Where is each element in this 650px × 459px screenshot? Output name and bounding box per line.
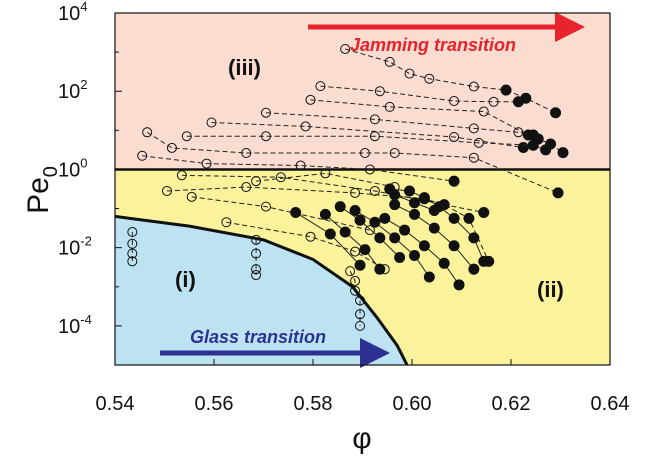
- data-point-filled: [335, 202, 345, 212]
- y-tick-label: 10-2: [58, 234, 92, 260]
- data-point-filled: [380, 213, 390, 223]
- region-iii-label: (iii): [228, 55, 261, 80]
- data-point-filled: [479, 256, 489, 266]
- x-tick-label: 0.56: [195, 393, 234, 415]
- x-tick-label: 0.58: [294, 393, 333, 415]
- x-tick-label: 0.54: [96, 393, 135, 415]
- x-axis: 0.54 0.56 0.58 0.60 0.62 0.64: [96, 359, 630, 415]
- data-point-filled: [558, 148, 568, 158]
- x-tick-label: 0.60: [393, 393, 432, 415]
- y-tick-label: 102: [58, 77, 87, 103]
- jamming-transition-label: Jamming transition: [350, 35, 516, 55]
- data-point-filled: [409, 198, 419, 208]
- y-tick-label: 100: [58, 155, 87, 181]
- glass-transition-label: Glass transition: [190, 327, 326, 347]
- data-point-filled: [419, 241, 429, 251]
- y-axis-title: Pe0: [22, 166, 62, 214]
- y-tick-label: 10-4: [58, 312, 92, 338]
- data-point-filled: [395, 252, 405, 262]
- data-point-filled: [528, 140, 538, 150]
- x-tick-label: 0.62: [492, 393, 531, 415]
- data-point-filled: [469, 233, 479, 243]
- data-point-filled: [375, 264, 385, 274]
- data-point-filled: [449, 176, 459, 186]
- data-point-filled: [551, 108, 561, 118]
- data-point-filled: [429, 206, 439, 216]
- data-point-filled: [513, 97, 523, 107]
- data-point-filled: [291, 207, 301, 217]
- data-point-filled: [390, 200, 400, 210]
- data-point-filled: [439, 258, 449, 268]
- y-axis: 104 102 100 10-2 10-4: [58, 0, 122, 365]
- data-point-filled: [390, 233, 400, 243]
- data-point-filled: [518, 143, 528, 153]
- data-point-filled: [419, 193, 429, 203]
- data-point-filled: [541, 145, 551, 155]
- data-point-filled: [400, 225, 410, 235]
- data-point-filled: [449, 241, 459, 251]
- data-point-filled: [375, 233, 385, 243]
- data-point-filled: [553, 188, 563, 198]
- data-point-filled: [454, 280, 464, 290]
- x-axis-title: φ: [352, 422, 371, 455]
- data-point-filled: [429, 223, 439, 233]
- data-point-filled: [501, 85, 511, 95]
- x-tick-label: 0.64: [591, 393, 630, 415]
- data-point-filled: [325, 229, 335, 239]
- data-point-filled: [340, 227, 350, 237]
- data-point-filled: [355, 260, 365, 270]
- data-point-filled: [360, 245, 370, 255]
- data-point-filled: [479, 207, 489, 217]
- data-point-filled: [464, 213, 474, 223]
- data-point-filled: [320, 209, 330, 219]
- region-ii-label: (ii): [537, 277, 564, 302]
- data-point-filled: [469, 264, 479, 274]
- data-point-filled: [355, 215, 365, 225]
- data-point-filled: [449, 213, 459, 223]
- data-point-filled: [424, 272, 434, 282]
- data-point-filled: [409, 250, 419, 260]
- data-point-filled: [370, 217, 380, 227]
- data-point-filled: [390, 190, 400, 200]
- data-point-filled: [409, 209, 419, 219]
- data-point-filled: [405, 186, 415, 196]
- region-i-label: (i): [175, 267, 196, 292]
- y-tick-label: 104: [58, 0, 87, 25]
- data-point-filled: [528, 130, 538, 140]
